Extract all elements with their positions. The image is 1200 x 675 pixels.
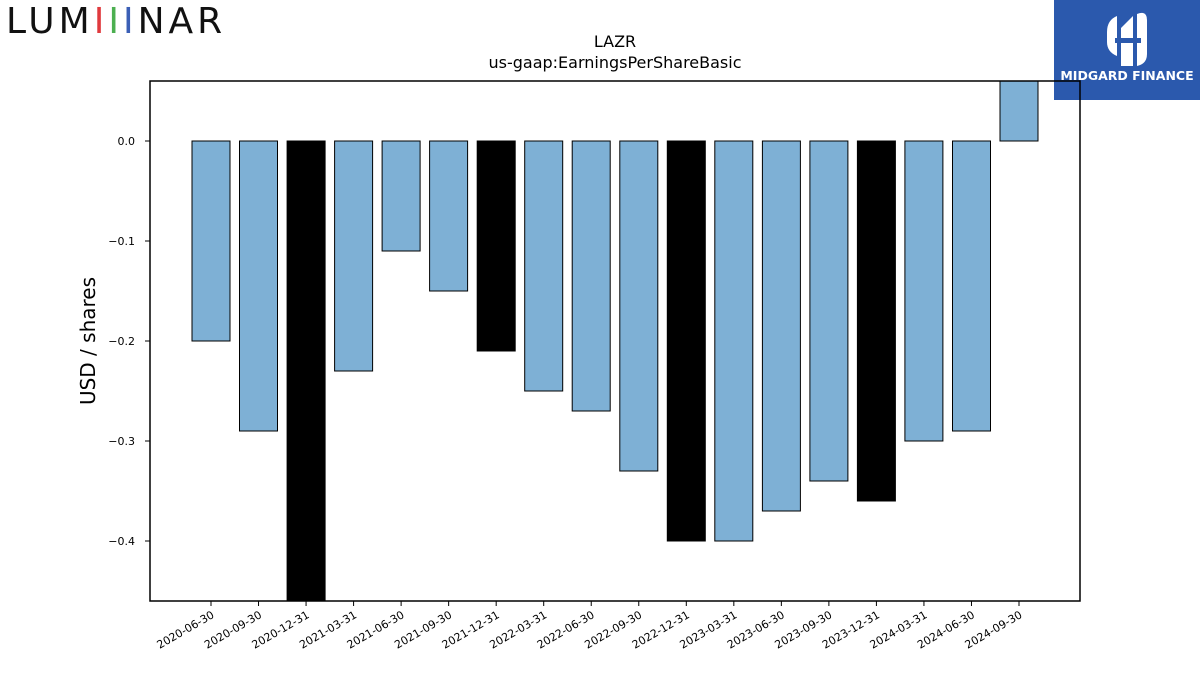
luminar-logo: LUMIIINAR (6, 1, 227, 42)
midgard-finance-logo: MIDGARD FINANCE (1054, 0, 1200, 100)
bar-2021-06-30 (381, 140, 421, 252)
bar-2020-06-30 (191, 140, 231, 342)
bar-2023-03-31 (714, 140, 754, 542)
chart-subtitle: us-gaap:EarningsPerShareBasic (488, 53, 742, 72)
bar-2022-09-30 (619, 140, 659, 472)
bar-2022-06-30 (571, 140, 611, 412)
bar-2021-09-30 (429, 140, 469, 292)
y-axis-label: USD / shares (76, 277, 100, 405)
brand-name: MIDGARD FINANCE (1060, 68, 1194, 83)
bar-2020-12-31 (286, 140, 326, 601)
bar-2020-09-30 (239, 140, 278, 432)
bar-2021-03-31 (334, 140, 374, 372)
bar-2024-09-30 (999, 81, 1039, 142)
midgard-finance-mark-icon (1107, 12, 1147, 66)
bar-2022-12-31 (666, 140, 706, 542)
y-tick-label: −0.1 (108, 235, 135, 248)
bar-2023-06-30 (761, 140, 801, 512)
chart-title: LAZR (593, 32, 637, 51)
y-tick-label: −0.4 (108, 535, 135, 548)
y-tick-label: −0.3 (108, 435, 135, 448)
bar-2024-03-31 (904, 140, 944, 442)
bar-2023-12-31 (856, 140, 896, 502)
y-tick-label: 0.0 (118, 135, 136, 148)
bar-2022-03-31 (524, 140, 564, 392)
bar-2021-12-31 (476, 140, 516, 352)
bar-2023-09-30 (809, 140, 849, 482)
y-tick-label: −0.2 (108, 335, 135, 348)
plot-frame (149, 80, 1081, 602)
bar-2024-06-30 (952, 140, 991, 432)
